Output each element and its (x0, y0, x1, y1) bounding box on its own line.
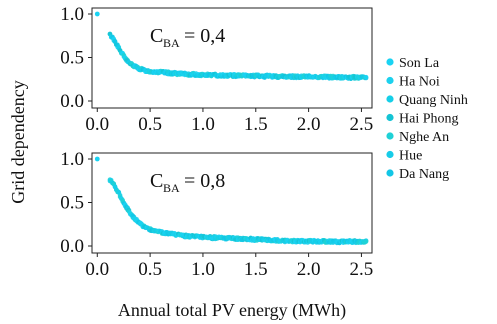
x-tick-label: 2.5 (350, 259, 374, 280)
legend-label: Da Nang (399, 167, 449, 182)
y-tick-label: 1.0 (60, 149, 84, 170)
y-tick-label: 0.0 (60, 236, 84, 257)
panel-annotation-value: = 0,4 (184, 25, 225, 47)
panel-annotation-subscript: BA (163, 181, 180, 195)
panel-annotation: C (150, 25, 163, 47)
legend-marker (386, 169, 394, 177)
legend-label: Son La (399, 56, 440, 71)
data-point (94, 156, 100, 162)
y-tick-label: 1.0 (60, 4, 84, 25)
x-tick-label: 0.0 (85, 259, 109, 280)
legend-label: Hue (399, 149, 422, 164)
panel-annotation-value: = 0,8 (184, 170, 225, 192)
data-point (363, 239, 369, 244)
legend-marker (386, 76, 394, 85)
panel-frame (91, 7, 373, 109)
data-point (94, 11, 100, 17)
legend-label: Quang Ninh (399, 93, 468, 108)
legend-marker (386, 132, 394, 140)
chart-panel-2: 0.0 0.5 1.0 0.0 0.5 1.0 1.5 2.0 2.5 C BA = 0,8 (60, 149, 373, 280)
x-tick-label: 2.5 (350, 114, 374, 135)
chart-panel-1: 0.0 0.5 1.0 0.0 0.5 1.0 1.5 2.0 2.5 C BA = 0,4 (60, 4, 373, 135)
legend-marker (386, 113, 394, 122)
legend-marker (386, 150, 394, 159)
x-tick-label: 1.5 (244, 114, 268, 135)
x-tick-label: 0.5 (138, 114, 162, 135)
legend-label: Ha Noi (399, 75, 440, 90)
x-tick-label: 1.0 (191, 259, 215, 280)
x-tick-label: 2.0 (297, 114, 321, 135)
y-tick-label: 0.0 (60, 91, 84, 112)
x-tick-label: 0.5 (138, 259, 162, 280)
legend-label: Nghe An (399, 130, 449, 145)
x-tick-label: 1.0 (191, 114, 215, 135)
x-tick-label: 1.5 (244, 259, 268, 280)
legend-marker (386, 58, 394, 66)
y-tick-label: 0.5 (60, 48, 84, 69)
x-tick-label: 2.0 (297, 259, 321, 280)
panel-annotation: C (150, 170, 163, 192)
y-axis-label: Grid dependency (8, 80, 28, 203)
x-tick-label: 0.0 (85, 114, 109, 135)
x-axis-label: Annual total PV energy (MWh) (118, 300, 346, 321)
y-tick-label: 0.5 (60, 193, 84, 214)
panel-annotation-subscript: BA (163, 36, 180, 50)
legend-label: Hai Phong (399, 112, 459, 127)
data-point (363, 74, 369, 80)
legend: Son La Ha Noi Quang Ninh Hai Phong Nghe An Hu… (386, 56, 468, 182)
legend-marker (386, 95, 394, 103)
